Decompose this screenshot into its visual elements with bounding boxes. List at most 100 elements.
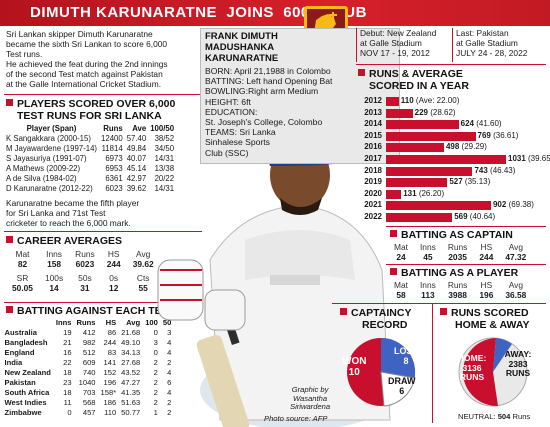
home-away-pie-chart xyxy=(458,337,528,407)
stat-header: 0s xyxy=(109,273,119,283)
table-cell: 21.68 xyxy=(121,328,141,337)
home-away-title: RUNS SCORED HOME & AWAY xyxy=(440,307,529,331)
milestone-note: Karunaratne became the fifth player for … xyxy=(6,198,140,228)
profile-box xyxy=(200,28,400,164)
stat-header: HS xyxy=(480,242,493,252)
stat-value: 55 xyxy=(138,283,148,293)
table-cell: 38/52 xyxy=(154,134,175,143)
stat-value: 31 xyxy=(80,283,90,293)
table-cell: 49.10 xyxy=(121,338,141,347)
stat-header: Inns xyxy=(419,242,436,252)
stat-header: Avg xyxy=(508,242,523,252)
stat-value: 244 xyxy=(479,252,494,262)
stat-value: 158 xyxy=(47,259,62,269)
runs-data-label: 624 (41.60) xyxy=(460,119,502,129)
won-label: WON 10 xyxy=(342,356,367,378)
runs-bar xyxy=(386,166,473,176)
table-cell: 609 xyxy=(82,358,96,367)
table-cell: 6023 xyxy=(105,184,123,193)
table-cell: 3 xyxy=(153,338,158,347)
table-cell: 2 xyxy=(153,388,158,397)
divider xyxy=(4,94,202,95)
runs-bar xyxy=(386,155,506,164)
table-row: D Karunaratne (2012-22) 6023 39.62 14/31 xyxy=(4,184,176,194)
year-tick-label: 2021 xyxy=(364,200,382,210)
runs-data-label: 229 (28.62) xyxy=(414,107,456,117)
stat-value: 39.62 xyxy=(132,259,154,269)
table-cell: A Mathews (2009-22) xyxy=(6,164,81,173)
table-cell: South Africa xyxy=(4,388,50,397)
table-cell: 27.68 xyxy=(121,358,141,367)
table-cell: 740 xyxy=(82,368,96,377)
table-cell: 14/31 xyxy=(154,184,175,193)
table-cell: New Zealand xyxy=(4,368,51,377)
header-bar xyxy=(0,0,550,26)
table-cell: 2 xyxy=(153,358,158,367)
runs-bar xyxy=(386,120,459,130)
runs-data-label: 902 (69.38) xyxy=(492,200,534,210)
neutral-slice xyxy=(493,338,512,372)
year-tick-label: 2012 xyxy=(364,96,382,105)
table-cell: 18 xyxy=(63,388,72,397)
table-cell: 11814 xyxy=(101,144,123,153)
players-6000-table: Player (Span) Runs Ave 100/50 K Sangakkara … xyxy=(4,124,176,194)
column-header: Player (Span) xyxy=(26,124,77,133)
career-averages-table: Mat Inns Runs HS Avg 82 158 6023 244 39.62 SR 100… xyxy=(6,249,160,293)
table-cell: 83 xyxy=(107,348,117,357)
table-row: New Zealand 18 740 152 43.52 2 4 xyxy=(2,368,174,378)
stat-header: Mat xyxy=(394,280,408,290)
photo-credit: Photo source: AFP xyxy=(264,414,328,423)
table-row: M Jayawardene (1997-14) 11814 49.84 34/50 xyxy=(4,144,176,154)
table-cell: 2 xyxy=(167,358,172,367)
table-cell: India xyxy=(4,358,23,367)
table-row: A Mathews (2009-22) 6953 45.14 13/38 xyxy=(4,164,176,174)
runs-by-year-chart: 2012 110 (Ave: 22.00) 2013 229 (28.62) 2014 6… xyxy=(356,96,550,228)
table-cell: 0 xyxy=(67,408,72,417)
table-cell: 110 xyxy=(104,408,117,417)
players-6000-title: PLAYERS SCORED OVER 6,000 TEST RUNS FOR … xyxy=(6,98,175,122)
table-cell: 50.77 xyxy=(121,408,141,417)
stat-value: 2035 xyxy=(448,252,467,262)
table-cell: 57.40 xyxy=(126,134,147,143)
stat-value: 3988 xyxy=(448,290,467,300)
year-tick-label: 2019 xyxy=(364,177,382,187)
draw-slice xyxy=(380,371,416,407)
table-cell: 23 xyxy=(63,378,72,387)
year-tick-label: 2018 xyxy=(364,165,382,175)
column-header: Inns xyxy=(55,318,72,327)
table-cell: 4 xyxy=(167,338,172,347)
table-cell: 12400 xyxy=(101,134,123,143)
stat-value: 196 xyxy=(479,290,494,300)
stat-header: HS xyxy=(107,249,120,259)
table-cell: 4 xyxy=(167,348,172,357)
table-cell: 512 xyxy=(82,348,96,357)
stat-value: 244 xyxy=(106,259,121,269)
column-header: HS xyxy=(105,318,117,327)
lost-slice xyxy=(381,337,416,378)
runs-bar xyxy=(386,143,444,153)
divider xyxy=(4,302,202,303)
table-row: S Jayasuriya (1991-07) 6973 40.07 14/31 xyxy=(4,154,176,164)
stat-header: 50s xyxy=(78,273,92,283)
table-cell: Pakistan xyxy=(4,378,36,387)
table-cell: 6973 xyxy=(105,154,123,163)
table-cell: 39.62 xyxy=(126,184,147,193)
stat-header: Mat xyxy=(394,242,408,252)
graphic-credit: Graphic by Wasantha Siriwardena xyxy=(290,385,331,412)
table-cell: 141 xyxy=(103,358,117,367)
table-cell: 4 xyxy=(167,388,172,397)
table-cell: 2 xyxy=(153,378,158,387)
captaincy-title: CAPTAINCY RECORD xyxy=(340,307,411,331)
stat-header: Runs xyxy=(447,242,468,252)
table-cell: 45.14 xyxy=(126,164,147,173)
table-cell: 13/38 xyxy=(154,164,175,173)
table-cell: 19 xyxy=(63,328,72,337)
runs-bar xyxy=(386,131,476,141)
stat-header: 100s xyxy=(44,273,64,283)
table-row: South Africa 18 703 158* 41.35 2 4 xyxy=(2,388,174,398)
table-cell: 49.84 xyxy=(126,144,147,153)
table-cell: 51.63 xyxy=(121,398,141,407)
away-label: AWAY: 2383 RUNS xyxy=(504,349,532,379)
table-cell: 34/50 xyxy=(154,144,175,153)
table-cell: 6 xyxy=(167,378,172,387)
